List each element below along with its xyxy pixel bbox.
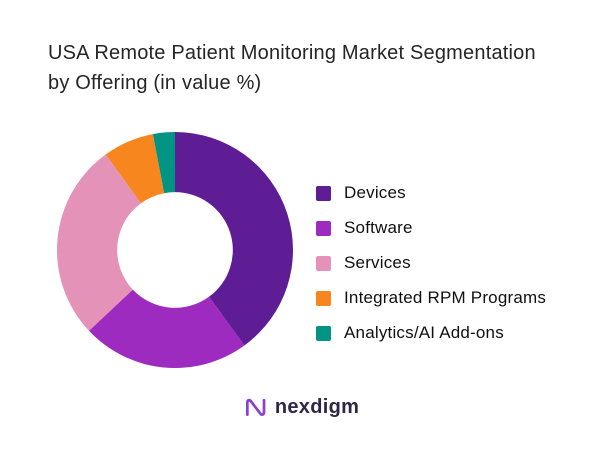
legend-item: Analytics/AI Add-ons <box>316 323 546 343</box>
brand-logo: nexdigm <box>0 394 602 420</box>
chart-title-line1: USA Remote Patient Monitoring Market Seg… <box>48 42 536 64</box>
legend-item: Services <box>316 253 546 273</box>
legend-item: Integrated RPM Programs <box>316 288 546 308</box>
donut-chart-svg <box>56 132 293 369</box>
donut-segment-services <box>56 154 142 331</box>
donut-chart <box>55 130 295 370</box>
legend-item: Software <box>316 218 546 238</box>
legend-label: Integrated RPM Programs <box>344 288 547 307</box>
brand-name: nexdigm <box>274 395 360 418</box>
chart-legend: Devices Software Services Integrated RPM Pr… <box>316 183 546 358</box>
nexdigm-wave-icon <box>245 398 266 416</box>
donut-segment-software <box>88 289 245 369</box>
legend-label: Analytics/AI Add-ons <box>344 323 504 342</box>
legend-swatch <box>316 255 331 271</box>
legend-swatch <box>316 185 331 201</box>
legend-swatch <box>316 325 331 341</box>
legend-label: Devices <box>344 183 406 202</box>
chart-title-line2: by Offering (in value %) <box>48 72 262 94</box>
donut-segment-analytics-ai-add-ons <box>152 132 175 194</box>
donut-segment-devices <box>175 132 293 346</box>
legend-label: Services <box>344 253 411 272</box>
legend-item: Devices <box>316 183 546 203</box>
donut-segment-integrated-rpm-programs <box>105 134 165 204</box>
legend-swatch <box>316 220 331 236</box>
legend-swatch <box>316 290 331 306</box>
legend-label: Software <box>344 218 413 237</box>
chart-title: USA Remote Patient Monitoring Market Seg… <box>48 38 588 98</box>
